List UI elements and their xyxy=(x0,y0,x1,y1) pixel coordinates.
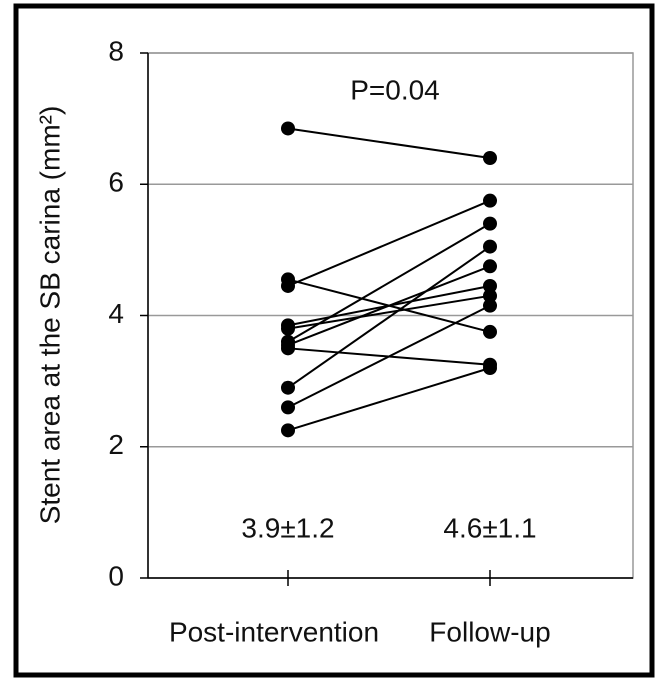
data-point xyxy=(483,193,497,208)
y-tick-label: 4 xyxy=(108,298,124,329)
pair-line xyxy=(287,265,491,346)
data-point xyxy=(281,400,295,415)
data-point xyxy=(281,278,295,293)
y-tick-label: 6 xyxy=(108,167,124,198)
pair-line xyxy=(287,199,491,287)
data-point xyxy=(483,278,497,293)
pair-line xyxy=(287,304,491,409)
summary-label: 4.6±1.1 xyxy=(443,512,536,543)
summary-label: 3.9±1.2 xyxy=(241,512,334,543)
data-point xyxy=(281,341,295,356)
x-tick-label: Post-intervention xyxy=(169,616,379,647)
data-point xyxy=(483,259,497,274)
data-point xyxy=(281,321,295,336)
data-point xyxy=(483,151,497,165)
data-point xyxy=(281,423,295,438)
data-point xyxy=(483,361,497,375)
data-point xyxy=(483,239,497,254)
data-point xyxy=(281,121,295,136)
data-point xyxy=(483,298,497,313)
data-point xyxy=(281,380,295,395)
pair-line xyxy=(287,367,491,432)
y-tick-label: 2 xyxy=(108,429,124,460)
x-tick-label: Follow-up xyxy=(429,616,550,647)
y-axis-label: Stent area at the SB carina (mm²) xyxy=(34,106,65,525)
data-point xyxy=(483,288,497,303)
pair-line xyxy=(287,222,491,343)
pair-line xyxy=(287,127,491,159)
data-point xyxy=(483,216,497,231)
y-tick-label: 8 xyxy=(108,35,124,66)
data-point xyxy=(483,324,497,339)
p-value: P=0.04 xyxy=(350,74,440,105)
pair-line xyxy=(287,245,491,389)
y-tick-label: 0 xyxy=(108,560,124,591)
frame xyxy=(13,3,655,678)
